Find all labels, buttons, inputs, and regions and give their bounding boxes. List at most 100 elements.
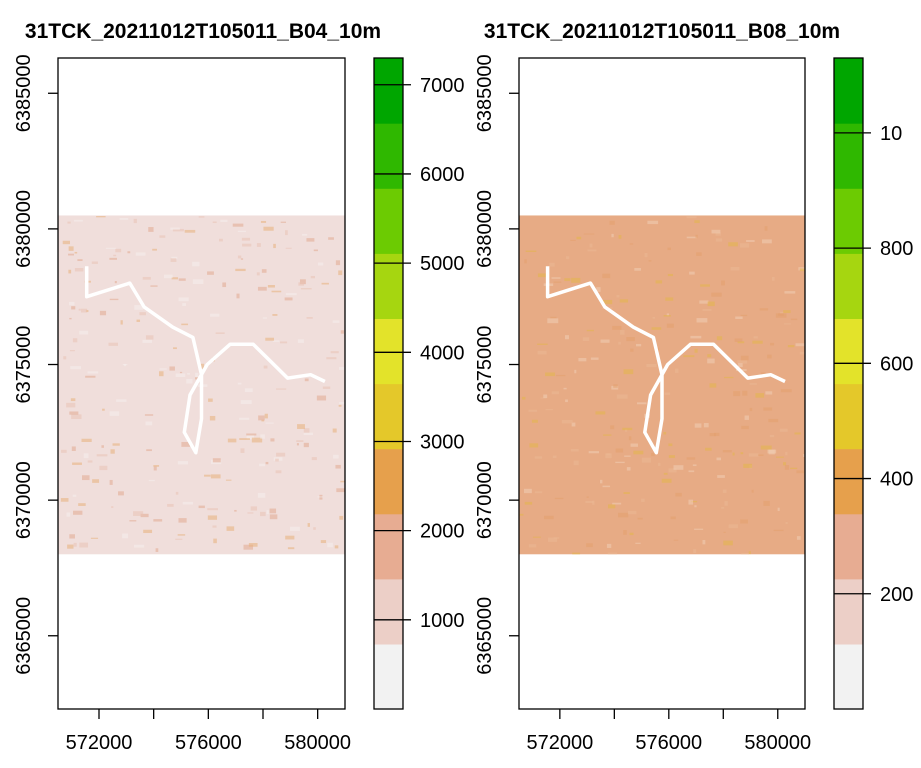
legend-tick-label: 7000 <box>420 75 465 97</box>
raster-texture <box>85 309 89 313</box>
raster-texture <box>322 386 331 389</box>
raster-texture <box>694 528 704 530</box>
raster-texture <box>608 504 616 509</box>
raster-texture <box>177 461 189 465</box>
raster-texture <box>287 547 295 550</box>
raster-texture <box>549 262 555 267</box>
raster-texture <box>740 355 749 361</box>
raster-texture <box>751 489 754 493</box>
raster-texture <box>175 538 183 540</box>
raster-texture <box>616 295 620 298</box>
raster-texture <box>635 343 642 347</box>
raster-texture <box>550 316 557 319</box>
raster-texture <box>545 372 556 377</box>
raster-texture <box>70 398 76 402</box>
raster-texture <box>119 217 129 220</box>
raster-texture <box>306 238 315 242</box>
raster-texture <box>340 480 345 483</box>
raster-texture <box>770 342 775 346</box>
legend-swatch <box>374 253 403 319</box>
raster-texture <box>299 279 306 285</box>
legend-swatch <box>374 643 403 710</box>
y-tick-label: 6385000 <box>13 54 35 132</box>
raster-texture <box>768 449 775 455</box>
raster-texture <box>177 534 186 536</box>
raster-texture <box>208 398 213 402</box>
raster-texture <box>587 249 597 252</box>
raster-texture <box>122 363 128 366</box>
raster-texture <box>313 249 318 252</box>
raster-texture <box>116 399 127 402</box>
raster-texture <box>623 369 634 375</box>
raster-texture <box>330 351 339 354</box>
raster-texture <box>630 443 638 447</box>
raster-texture <box>699 300 709 304</box>
raster-texture <box>178 278 186 281</box>
raster-texture <box>66 402 76 408</box>
raster-texture <box>145 335 154 340</box>
raster-texture <box>695 234 698 239</box>
raster-texture <box>256 243 261 247</box>
raster-texture <box>153 465 160 467</box>
raster-texture <box>619 299 629 303</box>
raster-texture <box>752 340 763 344</box>
raster-texture <box>271 290 282 293</box>
raster-texture <box>588 451 600 454</box>
raster-texture <box>634 268 641 271</box>
raster-texture <box>69 411 79 415</box>
raster-texture <box>667 247 671 251</box>
raster-texture <box>715 232 721 236</box>
raster-texture <box>744 415 749 420</box>
raster-texture <box>155 548 159 552</box>
raster-texture <box>613 384 618 388</box>
raster-texture <box>173 347 177 350</box>
raster-texture <box>592 500 595 505</box>
raster-texture <box>198 505 205 509</box>
raster-texture <box>303 428 310 433</box>
raster-texture <box>240 400 252 405</box>
raster-texture <box>257 286 267 291</box>
raster-texture <box>339 401 345 405</box>
raster-texture <box>799 268 805 272</box>
raster-texture <box>626 337 635 342</box>
raster-texture <box>332 428 337 433</box>
raster-texture <box>663 472 668 475</box>
legend-tick-label: 10 <box>880 123 902 145</box>
raster-texture <box>711 229 721 234</box>
legend-tick-label: 5000 <box>420 253 465 275</box>
raster-texture <box>705 447 712 451</box>
raster-texture <box>237 230 247 233</box>
legend-colorbar: 1000 2000 3000 4000 5000 6000 7000 <box>373 57 465 710</box>
raster-texture <box>599 479 603 484</box>
raster-texture <box>779 428 788 432</box>
raster-texture <box>269 514 278 520</box>
legend-swatch <box>834 58 863 124</box>
raster-texture <box>215 332 225 334</box>
raster-texture <box>703 423 709 428</box>
raster-texture <box>629 243 634 245</box>
raster-texture <box>239 438 250 440</box>
raster-texture <box>326 357 337 360</box>
raster-texture <box>285 293 297 296</box>
raster-texture <box>112 443 120 446</box>
raster-texture <box>244 388 253 393</box>
raster-texture <box>243 544 254 550</box>
raster-texture <box>615 461 625 464</box>
raster-texture <box>276 388 287 390</box>
raster-texture <box>618 341 621 345</box>
raster-texture <box>641 457 651 463</box>
raster-texture <box>702 539 706 545</box>
raster-texture <box>153 466 157 471</box>
raster-texture <box>661 478 672 483</box>
raster-texture <box>603 434 612 436</box>
raster-texture <box>623 492 630 494</box>
raster-texture <box>665 297 674 301</box>
raster-texture <box>540 397 547 399</box>
raster-texture <box>537 273 547 278</box>
raster-texture <box>172 228 184 232</box>
raster-texture <box>297 424 305 429</box>
raster-texture <box>628 436 632 441</box>
raster-texture <box>582 337 590 342</box>
raster-texture <box>652 316 655 319</box>
raster-texture <box>127 251 131 254</box>
